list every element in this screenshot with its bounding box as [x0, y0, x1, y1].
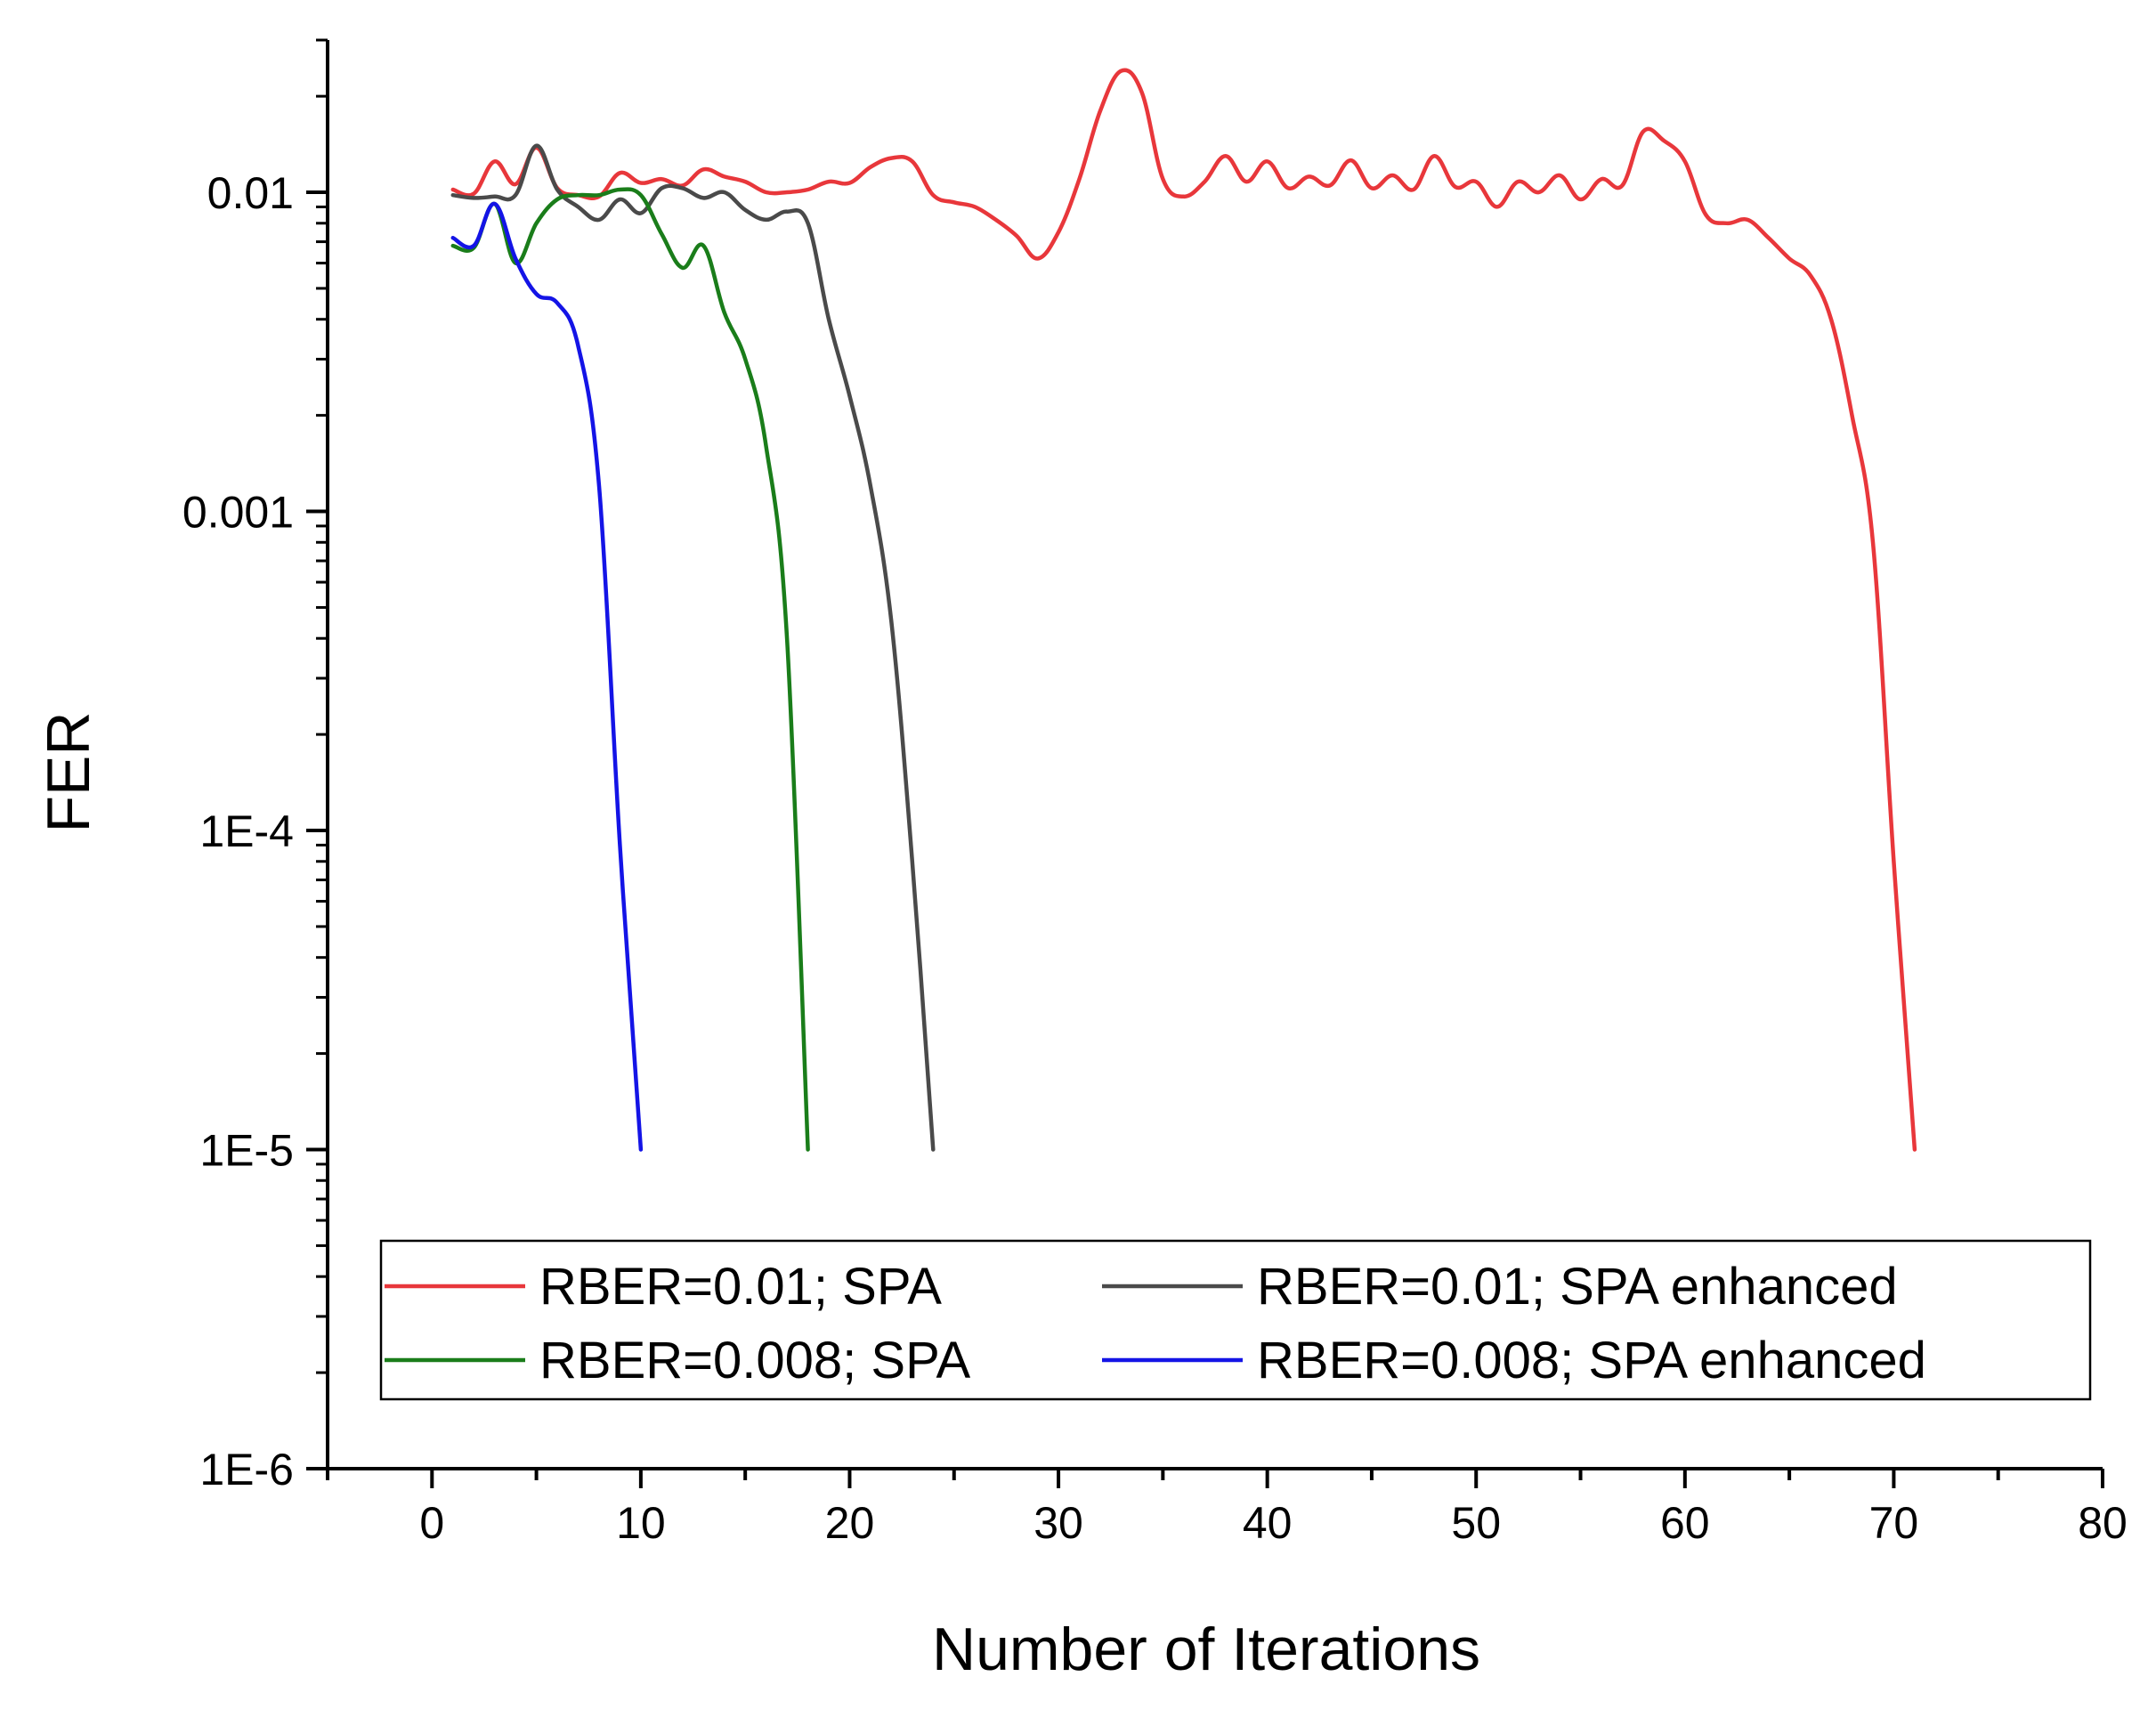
plot-series-group [450, 68, 1917, 1152]
y-tick-label: 1E-6 [199, 1445, 294, 1494]
x-tick-label: 80 [2078, 1498, 2128, 1548]
series-line-4 [450, 201, 644, 1152]
ticks-group: 0 10 20 30 40 50 60 70 80 1E-6 1E-5 1E-4 0.001 0.01 [182, 38, 2128, 1548]
series-line-1 [450, 68, 1917, 1152]
axes-group [326, 40, 2103, 1470]
x-tick-label: 30 [1033, 1498, 1083, 1548]
x-axis-title: Number of Iterations [932, 1616, 1480, 1683]
legend-label-3: RBER=0.008; SPA [539, 1332, 970, 1389]
x-tick-label: 50 [1451, 1498, 1501, 1548]
legend-box [379, 1239, 2092, 1401]
x-tick-label: 70 [1869, 1498, 1919, 1548]
x-tick-label: 20 [825, 1498, 875, 1548]
legend-label-2: RBER=0.01; SPA enhanced [1257, 1258, 1898, 1316]
y-tick-label: 1E-4 [199, 806, 294, 856]
x-tick-label: 10 [616, 1498, 666, 1548]
legend-label-1: RBER=0.01; SPA [539, 1258, 942, 1316]
x-tick-label: 40 [1243, 1498, 1293, 1548]
y-tick-label: 0.001 [182, 488, 294, 538]
y-tick-label: 1E-5 [199, 1126, 294, 1176]
x-tick-label: 60 [1660, 1498, 1710, 1548]
legend-label-4: RBER=0.008; SPA enhanced [1257, 1332, 1926, 1389]
y-axis-title: FER [35, 712, 102, 833]
series-line-2 [450, 143, 936, 1152]
legend: RBER=0.01; SPA RBER=0.01; SPA enhanced RBE… [379, 1239, 2092, 1401]
y-tick-label: 0.01 [207, 168, 294, 218]
x-tick-label: 0 [419, 1498, 444, 1548]
